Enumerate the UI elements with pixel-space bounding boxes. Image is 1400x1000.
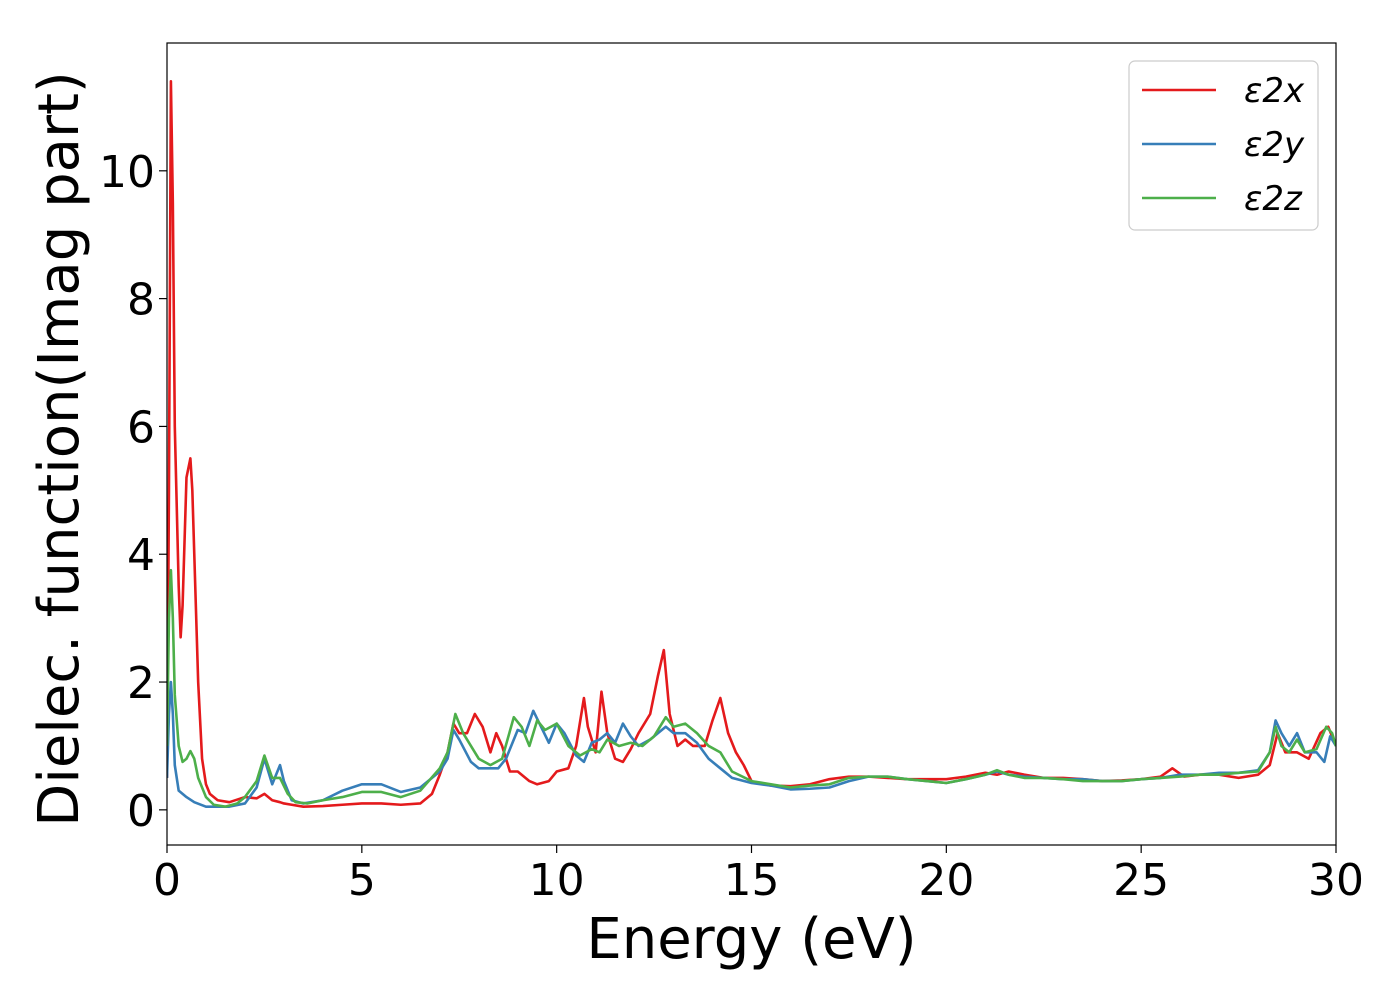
- y-tick-label: 8: [127, 275, 155, 326]
- y-tick-label: 0: [127, 786, 155, 837]
- y-tick-label: 10: [99, 147, 155, 198]
- series-line-1: [167, 680, 1336, 808]
- legend: ε2x ε2y ε2z: [1128, 60, 1319, 231]
- x-tick-label: 10: [529, 855, 585, 906]
- legend-box: [1128, 60, 1319, 231]
- legend-label: ε2z: [1244, 179, 1303, 219]
- y-tick-label: 6: [127, 402, 155, 453]
- series-layer: [167, 80, 1336, 808]
- legend-label: ε2x: [1244, 71, 1305, 111]
- y-axis-title: Dielec. function(Imag part): [27, 71, 92, 827]
- series-line-2: [167, 568, 1336, 808]
- x-tick-label: 5: [348, 855, 376, 906]
- y-axis: 0 2 4 6 8 10: [99, 147, 167, 837]
- y-tick-label: 2: [127, 658, 155, 709]
- x-tick-label: 0: [153, 855, 181, 906]
- x-tick-label: 20: [918, 855, 974, 906]
- legend-label: ε2y: [1244, 125, 1305, 165]
- x-tick-label: 30: [1308, 855, 1364, 906]
- y-tick-label: 4: [127, 530, 155, 581]
- x-tick-label: 25: [1113, 855, 1169, 906]
- x-axis-title: Energy (eV): [586, 907, 916, 972]
- x-axis: 0 5 10 15 20 25 30: [153, 845, 1364, 906]
- x-tick-label: 15: [724, 855, 780, 906]
